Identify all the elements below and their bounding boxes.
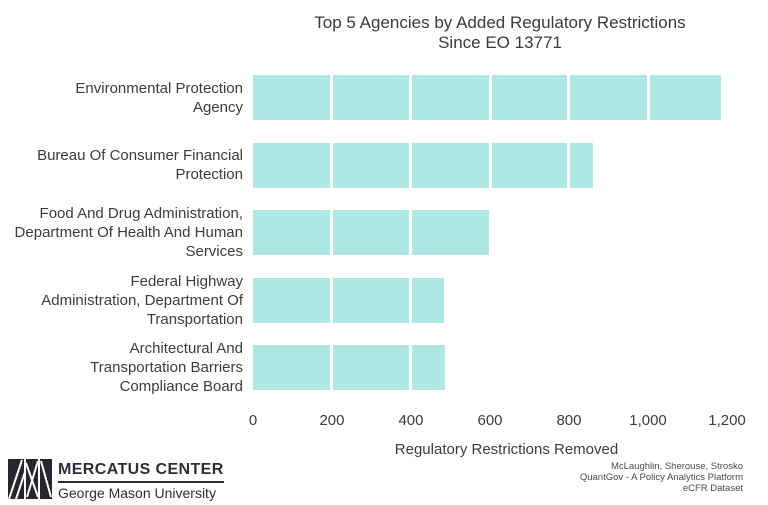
bar <box>253 345 445 390</box>
attribution-line-dataset: eCFR Dataset <box>682 483 743 494</box>
bar <box>253 210 492 255</box>
bar-chart: Environmental Protection Agency Bureau Of… <box>0 75 729 413</box>
plot-area <box>253 142 729 188</box>
gridline <box>725 142 729 188</box>
chart-title-line1: Top 5 Agencies by Added Regulatory Restr… <box>314 13 686 32</box>
plot-area <box>253 75 729 120</box>
attribution-line-platform: QuantGov - A Policy Analytics Platform <box>579 472 743 483</box>
gridline <box>409 75 413 120</box>
y-axis-label: Federal Highway Administration, Departme… <box>41 272 243 328</box>
gridline <box>646 277 650 323</box>
x-axis: 0 200 400 600 800 1,000 1,200 <box>249 412 746 430</box>
x-tick-label: 800 <box>556 412 582 429</box>
gridline <box>567 277 571 323</box>
plot-area <box>253 345 729 390</box>
gridline <box>409 142 413 188</box>
chart-row: Architectural And Transportation Barrier… <box>0 340 729 395</box>
x-tick-label: 200 <box>319 412 345 429</box>
gridline <box>567 345 571 390</box>
mercatus-logo-icon <box>8 459 52 499</box>
gridline <box>567 210 571 255</box>
gridline <box>488 277 492 323</box>
gridline <box>567 142 571 188</box>
y-axis-label: Food And Drug Administration, Department… <box>14 205 243 260</box>
bar <box>253 75 722 120</box>
gridline <box>725 75 729 120</box>
gridline <box>409 210 413 255</box>
gridline <box>330 142 334 188</box>
gridline <box>646 142 650 188</box>
logo-title: MERCATUS CENTER <box>58 461 224 483</box>
gridline <box>409 277 413 323</box>
chart-row: Federal Highway Administration, Departme… <box>0 273 729 328</box>
gridline <box>330 277 334 323</box>
gridline <box>330 75 334 120</box>
gridline <box>646 75 650 120</box>
gridline <box>725 277 729 323</box>
gridline <box>409 345 413 390</box>
chart-row: Bureau Of Consumer Financial Protection <box>0 142 729 188</box>
gridline <box>488 345 492 390</box>
gridline <box>488 142 492 188</box>
x-tick-label: 1,200 <box>708 412 746 429</box>
y-axis-label: Bureau Of Consumer Financial Protection <box>37 147 243 183</box>
attribution-line-authors: McLaughlin, Sherouse, Strosko <box>610 461 743 472</box>
chart-title-line2: Since EO 13771 <box>438 33 562 52</box>
gridline <box>646 210 650 255</box>
x-axis-title: Regulatory Restrictions Removed <box>394 441 619 458</box>
gridline <box>567 75 571 120</box>
gridline <box>330 345 334 390</box>
plot-area <box>253 210 729 255</box>
x-tick-label: 0 <box>248 412 258 429</box>
gridline <box>330 210 334 255</box>
plot-area <box>253 277 729 323</box>
gridline <box>725 345 729 390</box>
bar <box>253 277 444 323</box>
gridline <box>488 75 492 120</box>
chart-title: Top 5 Agencies by Added Regulatory Restr… <box>230 13 768 53</box>
chart-row: Food And Drug Administration, Department… <box>0 205 729 260</box>
attribution: McLaughlin, Sherouse, Strosko QuantGov -… <box>580 461 743 494</box>
mercatus-logo: MERCATUS CENTER George Mason University <box>8 459 224 501</box>
bar <box>253 142 593 188</box>
y-axis-label: Architectural And Transportation Barrier… <box>90 340 243 395</box>
x-tick-label: 600 <box>477 412 503 429</box>
gridline <box>646 345 650 390</box>
chart-row: Environmental Protection Agency <box>0 75 729 120</box>
gridline <box>488 210 492 255</box>
gridline <box>725 210 729 255</box>
logo-subtitle: George Mason University <box>58 485 216 501</box>
x-tick-label: 1,000 <box>629 412 667 429</box>
x-tick-label: 400 <box>398 412 424 429</box>
y-axis-label: Environmental Protection Agency <box>75 79 243 116</box>
logo-text: MERCATUS CENTER George Mason University <box>58 459 224 501</box>
